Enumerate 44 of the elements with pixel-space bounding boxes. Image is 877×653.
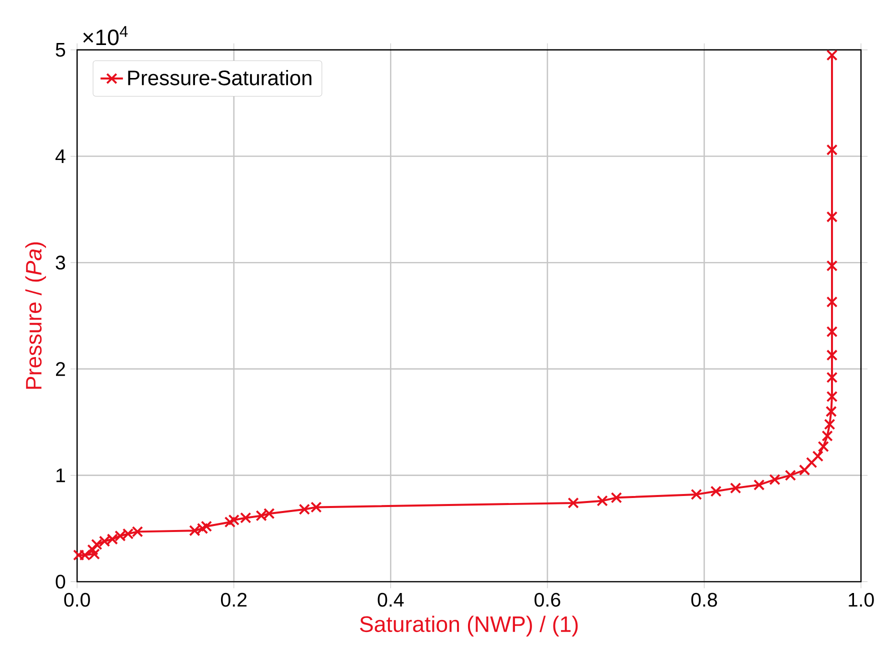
x-tick-label: 0.0 <box>64 592 90 607</box>
y-tick-label: 0 <box>56 574 66 589</box>
x-tick-label: 1.0 <box>848 592 874 607</box>
legend-label: Pressure-Saturation <box>128 70 312 86</box>
point <box>826 391 838 402</box>
point <box>812 450 824 462</box>
x-tick-label: 0.2 <box>220 592 247 607</box>
point <box>806 457 818 468</box>
point <box>690 488 702 500</box>
x-tick-label: 0.6 <box>534 592 560 607</box>
point <box>826 296 838 308</box>
point <box>798 464 810 476</box>
point <box>784 470 796 482</box>
point <box>826 260 838 272</box>
y-tick-label: 5 <box>56 43 66 57</box>
point <box>769 474 780 486</box>
y-tick-label: 1 <box>56 468 65 482</box>
point <box>826 326 838 338</box>
point <box>826 50 838 61</box>
point <box>826 350 838 361</box>
point <box>824 418 836 430</box>
point <box>818 441 829 452</box>
point <box>87 544 98 556</box>
point <box>730 482 742 494</box>
point <box>710 486 722 497</box>
text: ×10$^{4}$ <box>83 26 128 46</box>
point <box>826 372 838 384</box>
point <box>568 497 579 509</box>
y-tick-label: 4 <box>55 150 66 164</box>
point <box>826 144 838 156</box>
point <box>753 479 765 491</box>
x-tick-label: 0.8 <box>691 592 717 607</box>
point <box>822 430 833 442</box>
point <box>224 516 236 528</box>
y-axis-title: Pressure / (Pa) <box>25 242 46 389</box>
y-tick-label: 3 <box>56 256 66 270</box>
point <box>200 520 212 532</box>
point <box>610 492 622 504</box>
x-axis-title: Saturation (NWP) / (1) <box>360 616 578 637</box>
point <box>826 211 838 223</box>
x-tick-label: 0.4 <box>378 592 404 607</box>
point <box>826 406 837 418</box>
y-tick-label: 2 <box>56 362 65 376</box>
point <box>596 495 608 507</box>
